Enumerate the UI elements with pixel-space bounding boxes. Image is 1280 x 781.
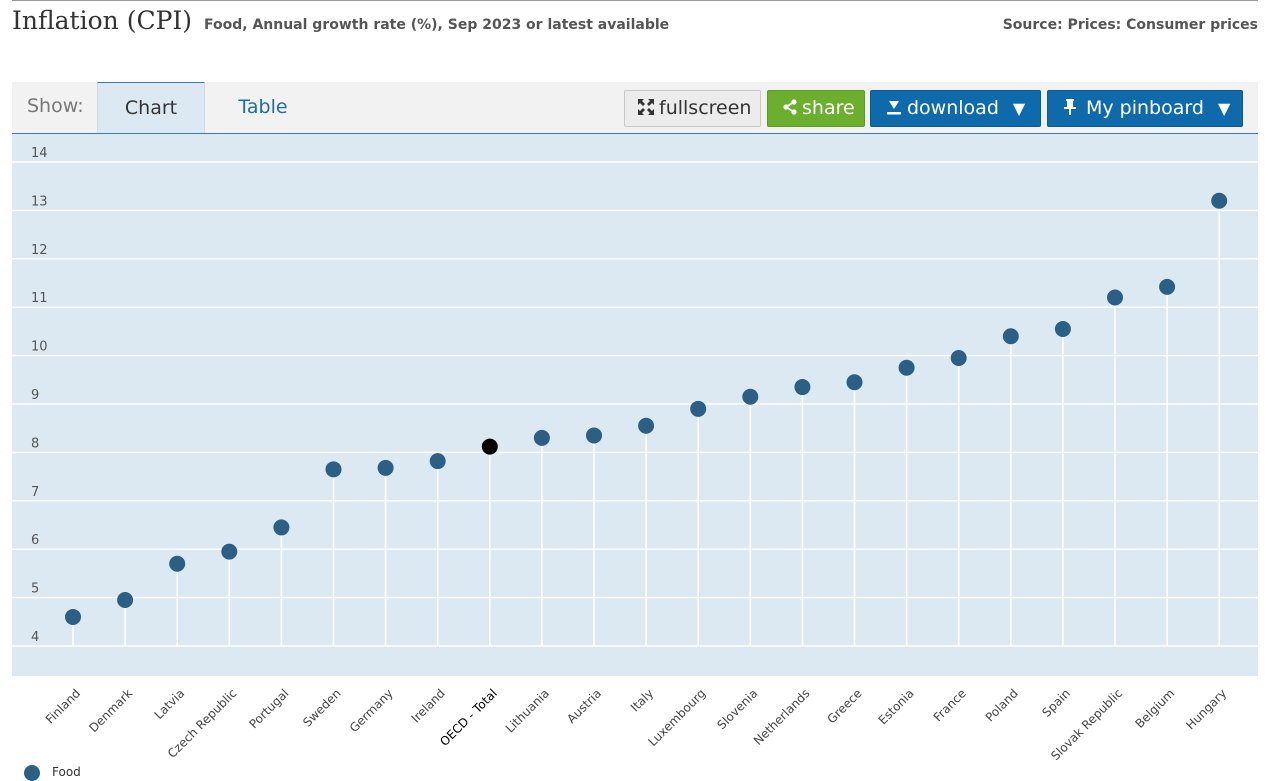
chart-toolbar: Show: Chart Table fullscreen share downl… [12,82,1258,134]
data-point [169,555,186,572]
y-tick-label: 14 [31,146,48,161]
x-tick-label: Austria [564,686,604,726]
x-tick-label: Spain [1039,686,1073,720]
x-tick-label: Denmark [86,686,135,735]
data-point [1054,320,1071,337]
data-point [742,388,759,405]
data-point [1002,328,1019,345]
x-tick-label: Belgium [1133,686,1178,731]
data-point [1107,289,1123,306]
data-point [273,519,290,536]
share-label: share [802,97,855,119]
x-tick-label: Estonia [876,686,917,727]
pinboard-label: My pinboard [1086,97,1204,119]
data-point [1159,278,1176,295]
y-tick-label: 8 [31,436,39,451]
y-tick-label: 10 [31,340,48,355]
data-point [65,608,81,625]
share-icon [783,98,797,115]
y-tick-label: 9 [31,388,39,403]
source-link[interactable]: Source: Prices: Consumer prices [1002,17,1258,33]
x-tick-label: Slovenia [714,686,760,732]
x-tick-label: Hungary [1183,686,1229,732]
x-tick-label: Latvia [152,686,188,722]
x-tick-label: Sweden [300,686,343,729]
data-point [846,374,863,391]
data-point [638,417,655,434]
data-point [794,379,811,396]
expand-icon [638,98,654,115]
y-tick-label: 7 [31,485,39,500]
y-tick-label: 4 [31,630,39,645]
data-point [690,400,707,417]
chart-subtitle: Food, Annual growth rate (%), Sep 2023 o… [204,17,670,33]
legend-label[interactable]: Food [52,765,81,779]
x-tick-label: Greece [825,686,865,726]
data-point [117,592,134,609]
tab-table[interactable]: Table [238,96,288,118]
x-tick-label: Ireland [409,686,448,725]
data-point [533,429,550,446]
header-rule [12,0,1258,1]
pin-icon [1064,98,1076,115]
y-tick-label: 5 [31,582,39,597]
fullscreen-label: fullscreen [659,97,752,119]
data-point [377,459,394,476]
x-tick-label: Germany [347,686,396,735]
legend-marker [24,765,40,781]
x-tick-label: France [931,686,969,724]
tab-chart[interactable]: Chart [97,82,205,133]
data-point [221,543,238,560]
x-tick-label: Lithuania [503,686,552,735]
data-point [481,438,498,455]
x-tick-label: Finland [43,686,83,726]
data-point [325,461,342,478]
x-tick-label: Portugal [246,686,291,731]
fullscreen-button[interactable]: fullscreen [624,90,761,127]
y-tick-label: 11 [31,291,48,306]
data-point [586,427,602,444]
share-button[interactable]: share [767,90,865,127]
page-title: Inflation (CPI) [12,6,193,35]
x-tick-label: Italy [628,686,656,714]
show-label: Show: [27,95,84,117]
y-tick-label: 12 [31,243,48,258]
y-tick-label: 6 [31,533,39,548]
data-point [1211,192,1228,209]
data-point [898,359,915,376]
download-icon [887,100,901,114]
download-label: download [907,97,999,119]
plot-background [12,134,1258,676]
data-point [950,350,967,367]
data-point [429,453,446,470]
chevron-down-icon: ▼ [1217,99,1231,118]
download-button[interactable]: download ▼ [870,90,1041,127]
pinboard-button[interactable]: My pinboard ▼ [1047,90,1243,127]
chevron-down-icon: ▼ [1012,99,1026,118]
x-tick-label: Netherlands [751,686,813,748]
x-tick-label: Poland [983,686,1021,724]
y-tick-label: 13 [31,194,48,209]
